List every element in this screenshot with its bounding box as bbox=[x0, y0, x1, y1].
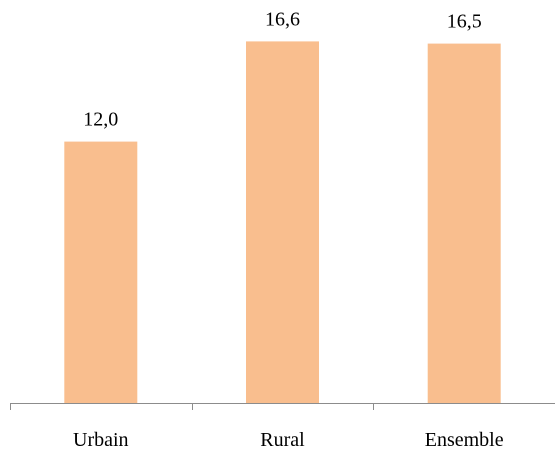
bar-urbain bbox=[64, 141, 138, 403]
bar-rural bbox=[246, 41, 319, 404]
bar-ensemble bbox=[427, 43, 501, 403]
category-label-rural: Rural bbox=[260, 429, 305, 451]
value-labels-group: 12,0 16,6 16,5 bbox=[83, 8, 481, 130]
category-label-ensemble: Ensemble bbox=[425, 429, 504, 451]
value-label-ensemble: 16,5 bbox=[447, 11, 482, 33]
x-axis bbox=[10, 403, 555, 410]
value-label-urbain: 12,0 bbox=[83, 109, 118, 131]
bars-group bbox=[64, 41, 501, 404]
category-labels-group: Urbain Rural Ensemble bbox=[73, 429, 504, 451]
value-label-rural: 16,6 bbox=[265, 8, 300, 30]
category-label-urbain: Urbain bbox=[73, 429, 129, 451]
